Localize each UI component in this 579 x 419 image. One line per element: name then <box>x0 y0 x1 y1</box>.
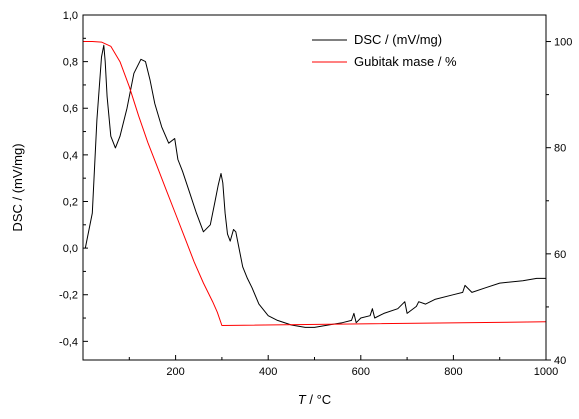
x-tick-label: 800 <box>444 366 462 378</box>
axes-layer: 200 400 600 800 1000 -0,4 -0,2 0,0 0,2 0,4 0,6 0,8 1… <box>59 10 572 378</box>
legend-label-mass-loss: Gubitak mase / % <box>354 54 457 69</box>
y-left-tick-label: 1,0 <box>63 10 78 22</box>
y-right-tick-label: 80 <box>554 143 566 155</box>
y-left-axis-title: DSC / (mV/mg) <box>10 143 25 231</box>
y-left-tick-label: 0,2 <box>63 196 78 208</box>
x-tick-label: 400 <box>259 366 277 378</box>
series-line-dsc <box>84 44 546 328</box>
y-right-tick-label: 60 <box>554 249 566 261</box>
y-left-tick-label: -0,4 <box>59 336 78 348</box>
y-left-tick-label: 0,0 <box>63 243 78 255</box>
y-left-tick-label: 0,8 <box>63 57 78 69</box>
series-layer <box>83 41 546 328</box>
legend-label-dsc: DSC / (mV/mg) <box>354 32 442 47</box>
axis-titles: T / °C DSC / (mV/mg) <box>10 143 331 407</box>
y-left-tick-label: 0,4 <box>63 150 78 162</box>
legend: DSC / (mV/mg) Gubitak mase / % <box>312 32 457 69</box>
y-right-tick-label: 100 <box>554 37 572 49</box>
x-axis-title: T / °C <box>298 392 331 407</box>
y-left-tick-label: -0,2 <box>59 290 78 302</box>
x-tick-label: 200 <box>166 366 184 378</box>
plot-frame <box>82 14 547 361</box>
x-tick-label: 600 <box>352 366 370 378</box>
x-axis-title-unit: / °C <box>306 392 331 407</box>
y-left-tick-label: 0,6 <box>63 103 78 115</box>
series-line-mass-loss <box>83 41 546 326</box>
x-axis-title-symbol: T <box>298 392 307 407</box>
x-tick-label: 1000 <box>534 366 558 378</box>
y-right-tick-label: 40 <box>554 355 566 367</box>
